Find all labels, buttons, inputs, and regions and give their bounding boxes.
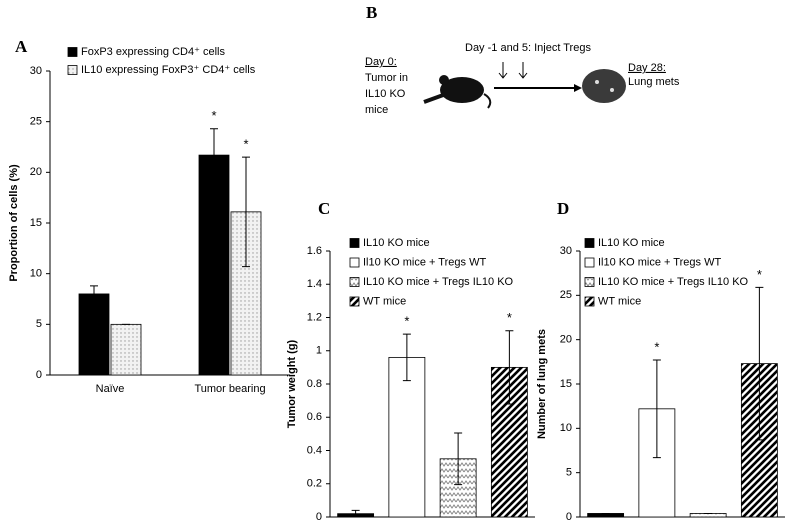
bar <box>78 293 110 376</box>
start-label: Day 0: <box>365 56 397 68</box>
mouse-icon <box>440 77 484 103</box>
injection-label: Day -1 and 5: Inject Tregs <box>465 42 591 54</box>
error-bar <box>351 509 360 518</box>
y-tick-label: 0.8 <box>307 378 322 390</box>
y-tick-label: 0.4 <box>307 444 322 456</box>
met <box>595 80 599 84</box>
y-tick-label: 30 <box>30 65 42 77</box>
legend-label: IL10 expressing FoxP3⁺ CD4⁺ cells <box>81 64 256 76</box>
legend-label: FoxP3 expressing CD4⁺ cells <box>81 46 225 58</box>
y-tick-label: 0.6 <box>307 411 322 423</box>
legend-swatch <box>584 296 595 307</box>
significance-mark: * <box>757 267 762 282</box>
legend-label: Il10 KO mice + Tregs WT <box>363 256 486 268</box>
bar <box>587 513 625 518</box>
lung-icon <box>582 69 626 103</box>
legend-swatch <box>349 257 360 268</box>
y-tick-label: 1.6 <box>307 245 322 257</box>
legend-label: IL10 KO mice + Tregs IL10 KO <box>363 276 514 288</box>
y-tick-label: 30 <box>560 245 572 257</box>
end-label: Lung mets <box>628 76 680 88</box>
panel-label: B <box>366 3 377 22</box>
significance-mark: * <box>404 314 409 329</box>
legend-label: WT mice <box>598 295 641 307</box>
start-label: IL10 KO <box>365 88 406 100</box>
y-tick-label: 25 <box>30 116 42 128</box>
error-bar <box>90 285 98 303</box>
legend-swatch <box>349 238 360 248</box>
legend-label: Il10 KO mice + Tregs WT <box>598 256 721 268</box>
y-tick-label: 1.2 <box>307 311 322 323</box>
y-tick-label: 5 <box>36 318 42 330</box>
panel-label: D <box>557 199 569 218</box>
legend-swatch <box>349 277 360 287</box>
bar <box>388 356 426 518</box>
start-label: Tumor in <box>365 72 408 84</box>
significance-mark: * <box>243 137 248 152</box>
significance-mark: * <box>654 339 659 354</box>
y-axis-label: Number of lung mets <box>536 329 548 439</box>
schematic: B Day 0: Tumor in IL10 KO mice Day -1 an… <box>365 3 680 116</box>
significance-mark: * <box>507 310 512 325</box>
bar <box>110 323 142 376</box>
y-tick-label: 15 <box>30 217 42 229</box>
legend-swatch <box>67 65 78 75</box>
legend-label: IL10 KO mice <box>363 237 430 249</box>
x-tick-label: Naïve <box>96 383 125 395</box>
y-tick-label: 0.2 <box>307 478 322 490</box>
y-tick-label: 25 <box>560 289 572 301</box>
legend-swatch <box>584 238 595 248</box>
arrow-head <box>574 84 582 92</box>
mouse-ear <box>439 75 449 85</box>
y-tick-label: 10 <box>30 268 42 280</box>
start-label: mice <box>365 104 388 116</box>
end-label: Day 28: <box>628 62 666 74</box>
legend-swatch <box>349 296 360 307</box>
error-bar <box>242 156 250 268</box>
mouse-tail <box>483 93 492 109</box>
error-bar <box>210 128 218 182</box>
y-axis-label: Tumor weight (g) <box>286 339 298 428</box>
legend-swatch <box>67 47 78 57</box>
y-tick-label: 1.4 <box>307 278 322 290</box>
syringe <box>423 92 447 104</box>
panel-label: C <box>318 199 330 218</box>
y-tick-label: 0 <box>566 511 572 523</box>
bar <box>689 513 727 518</box>
y-tick-label: 10 <box>560 422 572 434</box>
legend-label: IL10 KO mice <box>598 237 665 249</box>
y-tick-label: 1 <box>316 345 322 357</box>
bar <box>198 154 230 376</box>
legend-swatch <box>584 257 595 268</box>
legend-swatch <box>584 277 595 287</box>
x-tick-label: Tumor bearing <box>194 383 265 395</box>
y-tick-label: 0 <box>316 511 322 523</box>
error-bar <box>755 286 764 441</box>
met <box>610 88 614 92</box>
injection-arrows <box>498 62 528 79</box>
significance-mark: * <box>211 108 216 123</box>
legend-label: IL10 KO mice + Tregs IL10 KO <box>598 276 749 288</box>
y-tick-label: 5 <box>566 467 572 479</box>
y-tick-label: 15 <box>560 378 572 390</box>
error-bar <box>505 330 514 405</box>
panel-label: A <box>15 37 28 56</box>
y-tick-label: 0 <box>36 369 42 381</box>
y-tick-label: 20 <box>30 166 42 178</box>
legend-label: WT mice <box>363 295 406 307</box>
error-bar <box>402 333 411 382</box>
error-bar <box>454 432 463 486</box>
error-bar <box>652 359 661 459</box>
y-tick-label: 20 <box>560 334 572 346</box>
y-axis-label: Proportion of cells (%) <box>8 164 20 282</box>
